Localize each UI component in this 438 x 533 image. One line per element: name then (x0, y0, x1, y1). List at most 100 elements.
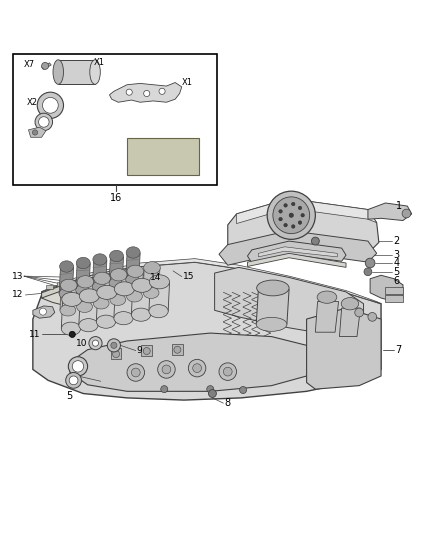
Polygon shape (127, 272, 143, 296)
Polygon shape (228, 199, 379, 258)
Polygon shape (42, 266, 140, 307)
Text: X1: X1 (182, 78, 193, 87)
Circle shape (39, 308, 46, 315)
Circle shape (267, 191, 315, 239)
Circle shape (68, 357, 88, 376)
Ellipse shape (90, 60, 100, 84)
Polygon shape (110, 83, 182, 102)
Circle shape (159, 88, 165, 94)
Polygon shape (70, 333, 315, 391)
Circle shape (292, 203, 295, 206)
Ellipse shape (132, 278, 152, 292)
Text: 12: 12 (12, 290, 24, 300)
Text: 10: 10 (76, 338, 88, 348)
Circle shape (35, 113, 53, 131)
Circle shape (223, 367, 232, 376)
Bar (13, 54, 217, 185)
Circle shape (69, 376, 78, 385)
Ellipse shape (110, 269, 127, 281)
Ellipse shape (126, 247, 140, 258)
Text: 7: 7 (396, 345, 402, 355)
Bar (385, 287, 403, 294)
Ellipse shape (92, 281, 106, 292)
Circle shape (42, 98, 58, 113)
Ellipse shape (96, 315, 116, 328)
Circle shape (301, 214, 304, 217)
Ellipse shape (143, 287, 159, 298)
Ellipse shape (317, 291, 337, 303)
Text: 1: 1 (396, 201, 402, 211)
Ellipse shape (60, 261, 74, 272)
Polygon shape (258, 247, 337, 257)
Ellipse shape (110, 294, 126, 305)
Polygon shape (77, 282, 93, 307)
Ellipse shape (97, 285, 117, 300)
Polygon shape (33, 306, 55, 318)
Circle shape (279, 209, 283, 213)
Ellipse shape (76, 257, 90, 269)
Ellipse shape (76, 285, 89, 295)
Circle shape (193, 364, 201, 373)
Text: 4: 4 (393, 258, 399, 268)
Circle shape (364, 268, 372, 276)
Ellipse shape (59, 288, 72, 299)
Circle shape (188, 359, 206, 377)
Circle shape (311, 237, 319, 245)
Bar (46, 285, 53, 289)
Polygon shape (110, 276, 127, 300)
Polygon shape (219, 231, 377, 265)
Circle shape (292, 225, 295, 228)
Ellipse shape (114, 312, 133, 325)
Ellipse shape (144, 262, 160, 274)
Circle shape (298, 206, 302, 209)
Circle shape (39, 117, 49, 127)
Polygon shape (109, 257, 124, 283)
Ellipse shape (127, 290, 142, 302)
Ellipse shape (77, 276, 94, 288)
Ellipse shape (149, 304, 168, 318)
Ellipse shape (93, 254, 107, 265)
Text: 5: 5 (393, 266, 399, 277)
Circle shape (72, 361, 84, 372)
Polygon shape (149, 282, 170, 311)
Text: 15: 15 (183, 272, 194, 281)
Polygon shape (92, 260, 107, 287)
Text: 11: 11 (29, 330, 40, 339)
Ellipse shape (149, 275, 170, 289)
Ellipse shape (61, 322, 81, 335)
Polygon shape (215, 268, 364, 337)
Circle shape (143, 348, 150, 354)
Polygon shape (256, 289, 289, 324)
Circle shape (111, 342, 117, 349)
Circle shape (273, 197, 310, 233)
Polygon shape (42, 63, 51, 69)
Text: 14: 14 (150, 273, 162, 282)
Circle shape (131, 368, 140, 377)
Circle shape (113, 351, 120, 358)
Polygon shape (141, 345, 152, 356)
Polygon shape (33, 262, 381, 400)
Polygon shape (114, 290, 134, 318)
Polygon shape (247, 241, 346, 263)
Polygon shape (143, 269, 160, 293)
Polygon shape (28, 127, 46, 138)
Circle shape (126, 89, 132, 95)
Ellipse shape (60, 304, 76, 316)
Circle shape (284, 223, 287, 227)
Circle shape (162, 365, 171, 374)
Circle shape (368, 312, 377, 321)
Polygon shape (42, 259, 381, 304)
Ellipse shape (341, 297, 359, 310)
Ellipse shape (94, 272, 110, 285)
Polygon shape (42, 268, 136, 298)
Circle shape (161, 386, 168, 393)
Polygon shape (111, 349, 121, 359)
Circle shape (365, 258, 375, 268)
Circle shape (298, 221, 302, 224)
Polygon shape (247, 253, 346, 268)
Bar (58, 60, 95, 84)
Circle shape (174, 346, 181, 353)
Text: 3: 3 (393, 249, 399, 260)
Text: X7: X7 (24, 60, 35, 69)
Bar (385, 295, 403, 302)
